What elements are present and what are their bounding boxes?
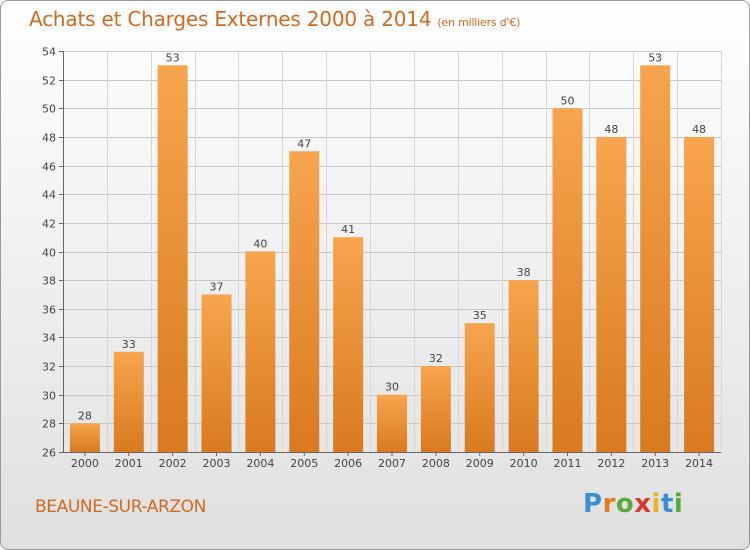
x-tick-label: 2011: [553, 457, 581, 470]
data-label: 53: [166, 51, 180, 64]
x-tick-label: 2013: [641, 457, 669, 470]
town-name: BEAUNE-SUR-ARZON: [35, 497, 206, 517]
data-label: 38: [517, 266, 531, 279]
bars: [69, 65, 715, 453]
x-tick-label: 2009: [466, 457, 494, 470]
x-tick-label: 2002: [159, 457, 187, 470]
x-tick-label: 2008: [422, 457, 450, 470]
x-tick-label: 2014: [685, 457, 713, 470]
y-tick-label: 46: [42, 161, 56, 174]
x-tick-label: 2000: [71, 457, 99, 470]
bar: [333, 237, 364, 452]
y-tick-label: 36: [42, 304, 56, 317]
x-tick-label: 2012: [597, 457, 625, 470]
bar: [69, 423, 100, 452]
x-tick-label: 2003: [203, 457, 231, 470]
y-tick-label: 44: [42, 189, 56, 202]
x-tick-label: 2005: [290, 457, 318, 470]
y-tick-label: 32: [42, 361, 56, 374]
x-tick-label: 2004: [246, 457, 274, 470]
chart-subtitle: (en milliers d'€): [437, 16, 521, 29]
bar: [508, 280, 539, 452]
data-label: 47: [297, 137, 311, 150]
labels: 26 28 30 32 34 36 38 40 42 44 46 48 50 52 54 2000 28 2001…: [42, 46, 713, 471]
bar: [113, 351, 144, 452]
proxiti-logo[interactable]: Proxiti: [583, 489, 684, 519]
bar: [464, 323, 495, 452]
y-tick-label: 30: [42, 390, 56, 403]
data-label: 33: [122, 338, 136, 351]
y-tick-label: 48: [42, 132, 56, 145]
chart-title-text: Achats et Charges Externes 2000 à 2014: [29, 7, 432, 31]
bar: [420, 366, 451, 452]
bar: [684, 136, 715, 452]
data-label: 50: [560, 94, 574, 107]
data-label: 41: [341, 223, 355, 236]
bar: [596, 136, 627, 452]
y-tick-label: 50: [42, 103, 56, 116]
y-tick-label: 54: [42, 46, 56, 59]
data-label: 35: [473, 309, 487, 322]
chart-title: Achats et Charges Externes 2000 à 2014 (e…: [29, 7, 520, 31]
data-label: 37: [210, 280, 224, 293]
y-tick-label: 42: [42, 218, 56, 231]
bar: [640, 65, 671, 453]
x-tick-label: 2007: [378, 457, 406, 470]
y-tick-label: 40: [42, 247, 56, 260]
bar: [552, 108, 583, 453]
axes: [59, 51, 721, 456]
data-label: 48: [604, 123, 618, 136]
y-tick-label: 28: [42, 418, 56, 431]
x-tick-label: 2006: [334, 457, 362, 470]
x-tick-label: 2001: [115, 457, 143, 470]
y-tick-label: 26: [42, 447, 56, 460]
data-label: 40: [253, 238, 267, 251]
bar: [377, 394, 407, 452]
data-label: 48: [692, 123, 706, 136]
data-label: 32: [429, 352, 443, 365]
x-tick-label: 2010: [510, 457, 538, 470]
y-tick-label: 52: [42, 75, 56, 88]
data-label: 53: [648, 51, 662, 64]
bar: [289, 151, 320, 452]
y-tick-label: 34: [42, 332, 56, 345]
bar: [201, 294, 232, 452]
bar: [245, 251, 276, 452]
data-label: 28: [78, 409, 92, 422]
y-tick-label: 38: [42, 275, 56, 288]
bar: [157, 65, 188, 453]
data-label: 30: [385, 381, 399, 394]
